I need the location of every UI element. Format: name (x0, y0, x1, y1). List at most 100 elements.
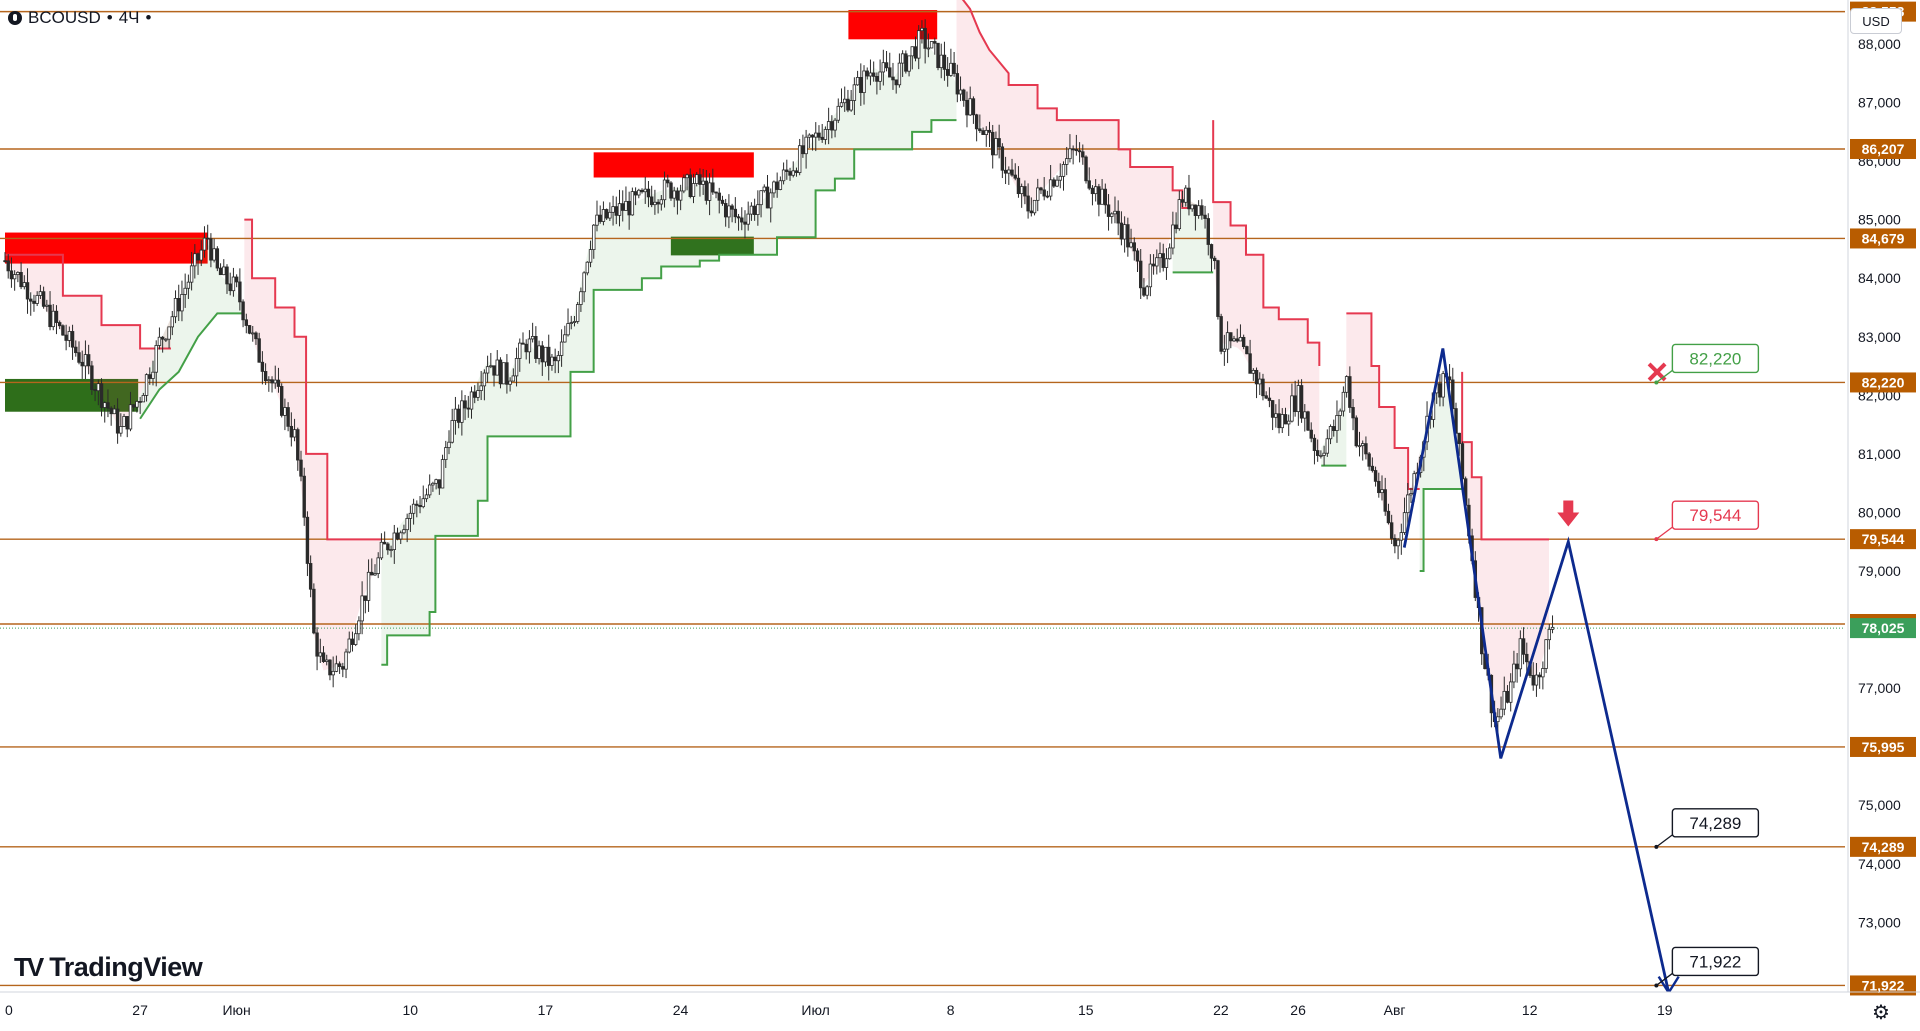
candle-body (228, 283, 232, 292)
candle-body (61, 325, 65, 336)
candle-body (530, 336, 535, 340)
candle-body (991, 131, 995, 156)
candle (814, 122, 818, 152)
candle-body (38, 291, 43, 296)
candle-body (649, 196, 654, 206)
candle-body (202, 237, 207, 251)
candle-body (723, 203, 728, 218)
candle (395, 527, 400, 541)
callout-label: 71,922 (1689, 952, 1741, 971)
candle (106, 389, 110, 418)
price-axis[interactable]: 73,00074,00075,00076,00077,00078,00079,0… (1847, 0, 1920, 1031)
candle (315, 627, 319, 671)
tradingview-logo[interactable]: TV TradingView (14, 952, 203, 983)
candle-body (466, 407, 470, 410)
candle-body (74, 346, 78, 354)
candle (965, 91, 969, 128)
candle-body (328, 659, 332, 676)
candle (431, 481, 435, 492)
candle (646, 181, 651, 208)
time-tick-label: 10 (403, 1002, 419, 1018)
candle-body (633, 191, 638, 196)
candle-body (54, 310, 59, 323)
candle (556, 350, 561, 374)
candle-body (1200, 205, 1204, 216)
candle-body (1232, 338, 1236, 342)
candle (328, 659, 332, 681)
candle (370, 558, 374, 576)
candle-body (656, 201, 660, 205)
gear-icon[interactable]: ⚙ (1872, 1002, 1890, 1024)
candle (933, 37, 937, 55)
projection-zigzag (1402, 348, 1671, 993)
candle (981, 127, 985, 135)
candle (305, 511, 310, 577)
candle-body (1129, 242, 1133, 248)
candle-body (1132, 242, 1136, 252)
candle-body (923, 27, 927, 49)
candle (1267, 387, 1272, 408)
candle (1332, 419, 1336, 437)
candle (1541, 661, 1545, 690)
candle (1007, 166, 1011, 185)
candle-body (241, 301, 245, 321)
candle (1338, 408, 1342, 431)
level-price-label: 79,544 (1862, 531, 1905, 547)
candle (781, 162, 786, 185)
candle-body (717, 192, 721, 201)
candle-body (1280, 414, 1284, 429)
candle-body (1270, 400, 1275, 418)
candle (450, 408, 454, 444)
candle-body (1190, 204, 1194, 210)
candle-body (1357, 445, 1362, 448)
candle-body (231, 276, 236, 292)
candle (466, 395, 470, 418)
candle-body (518, 342, 522, 359)
candle (1245, 345, 1249, 355)
candle (939, 43, 943, 79)
candle (469, 386, 474, 419)
candle (859, 63, 863, 106)
bull-band (140, 241, 245, 419)
candle (1393, 534, 1397, 554)
candle (1116, 200, 1120, 236)
candle (48, 291, 52, 331)
candle-body (756, 204, 760, 215)
supertrend-lines (5, 0, 1549, 666)
time-tick-label: 15 (1078, 1002, 1094, 1018)
candle-body (643, 188, 647, 193)
candle (949, 48, 953, 77)
candle-body (1023, 186, 1027, 197)
currency-button[interactable]: USD (1850, 8, 1902, 34)
candle (228, 272, 232, 296)
candle-body (1126, 224, 1130, 248)
candle (1383, 477, 1387, 516)
candle (1306, 410, 1310, 432)
candle-body (1000, 146, 1005, 171)
symbol-header[interactable]: BCOUSD • 4Ч • (8, 8, 151, 28)
candle (1010, 158, 1014, 177)
candle (1402, 497, 1407, 535)
candle-body (164, 338, 168, 341)
candle-body (707, 182, 712, 201)
candle-body (1399, 532, 1404, 541)
candle (1068, 134, 1072, 163)
bear-band (1346, 313, 1420, 545)
candle (70, 324, 75, 360)
candle-body (260, 361, 265, 372)
candle-body (376, 557, 380, 574)
candle (585, 261, 590, 276)
candle (540, 341, 544, 376)
candle-body (881, 62, 886, 73)
candle (164, 338, 168, 343)
level-price-label: 75,995 (1862, 739, 1905, 755)
candle-body (695, 174, 699, 184)
candle-body (160, 336, 165, 340)
candle-body (1447, 376, 1452, 381)
candle (1380, 475, 1384, 501)
candle-body (672, 190, 676, 199)
candle (527, 330, 532, 364)
candle (640, 188, 644, 194)
time-axis[interactable]: 0 27 Июн 10 17 24 Июл 8 15 22 26 Авг 12 19 (0, 991, 1920, 1031)
